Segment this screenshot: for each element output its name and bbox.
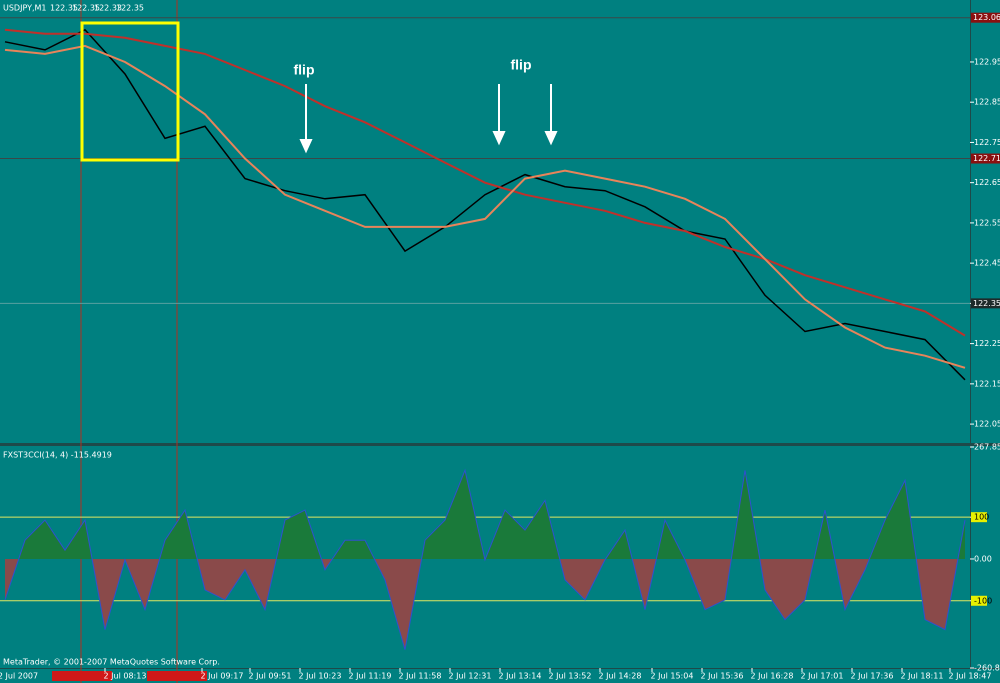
series-line: [4, 44, 966, 369]
y-tick-label: 100: [974, 513, 989, 522]
level-label-bg: [971, 512, 987, 523]
annotation: flip: [294, 62, 315, 78]
negative-area: [5, 559, 958, 650]
y-tick-label: 122.25: [974, 339, 1000, 348]
series-line: [4, 28, 966, 337]
layers: 122.95 122.85 122.75 122.65 122.55 122.45 122.…: [0, 4, 1000, 681]
price-marker-label: 122.35: [973, 299, 1000, 308]
x-tick-label: 2 Jul 12:31: [449, 672, 492, 681]
x-tick-label: 2 Jul 17:01: [801, 672, 844, 681]
y-tick-label: 122.75: [974, 138, 1000, 147]
x-tick-label: 2 Jul 2007: [0, 672, 38, 681]
x-tick-label: 2 Jul 18:11: [901, 672, 944, 681]
y-tick-label: 122.85: [974, 98, 1000, 107]
x-tick-label: 2 Jul 18:47: [949, 672, 992, 681]
x-tick-label: 2 Jul 10:23: [299, 672, 342, 681]
ohlc-value: 122.35: [116, 4, 144, 13]
x-tick-label: 2 Jul 11:19: [349, 672, 392, 681]
annotation: flip: [511, 57, 532, 73]
y-tick-label: 267.858: [974, 443, 1000, 452]
price-marker-bg: [971, 12, 1000, 23]
x-tick-label: 2 Jul 13:14: [499, 672, 542, 681]
x-tick-label: 2 Jul 11:58: [399, 672, 442, 681]
x-tick-label: 2 Jul 15:04: [651, 672, 694, 681]
x-tick-label: 2 Jul 14:28: [599, 672, 642, 681]
y-tick-label: 122.05: [974, 420, 1000, 429]
time-marker: [147, 671, 207, 681]
x-tick-label: 2 Jul 15:36: [701, 672, 744, 681]
ohlc-value: 122.35: [72, 4, 100, 13]
panel-title: FXST3CCI(14, 4) -115.4919: [3, 451, 112, 460]
price-marker-label: 123.06: [973, 13, 1000, 22]
x-tick-label: 2 Jul 09:51: [249, 672, 292, 681]
y-tick-label: 122.95: [974, 57, 1000, 66]
series-line: [4, 468, 966, 650]
y-tick-label: 122.45: [974, 259, 1000, 268]
ohlc-value: 122.33: [94, 4, 122, 13]
panel-title: USDJPY,M1: [3, 4, 47, 13]
time-marker: [52, 671, 112, 681]
highlight-box: [80, 21, 180, 162]
x-tick-label: 2 Jul 08:13: [104, 672, 147, 681]
series-line: [4, 28, 966, 381]
copyright: MetaTrader, © 2001-2007 MetaQuotes Softw…: [3, 658, 220, 667]
y-tick-label: -100: [974, 596, 992, 605]
x-tick-label: 2 Jul 09:17: [201, 672, 244, 681]
y-tick-label: -260.825: [974, 664, 1000, 673]
y-tick-label: 122.55: [974, 218, 1000, 227]
price-marker-bg: [971, 298, 1000, 309]
level-label-bg: [971, 595, 987, 606]
y-tick-label: 122.65: [974, 178, 1000, 187]
price-marker-bg: [971, 153, 1000, 164]
x-tick-label: 2 Jul 17:36: [851, 672, 894, 681]
price-marker-label: 122.71: [973, 154, 1000, 163]
ohlc-value: 122.35: [50, 4, 78, 13]
y-tick-label: 122.15: [974, 379, 1000, 388]
y-tick-label: 0.00: [974, 554, 992, 563]
x-tick-label: 2 Jul 16:28: [751, 672, 794, 681]
arrows: [299, 84, 558, 154]
x-tick-label: 2 Jul 13:52: [549, 672, 592, 681]
